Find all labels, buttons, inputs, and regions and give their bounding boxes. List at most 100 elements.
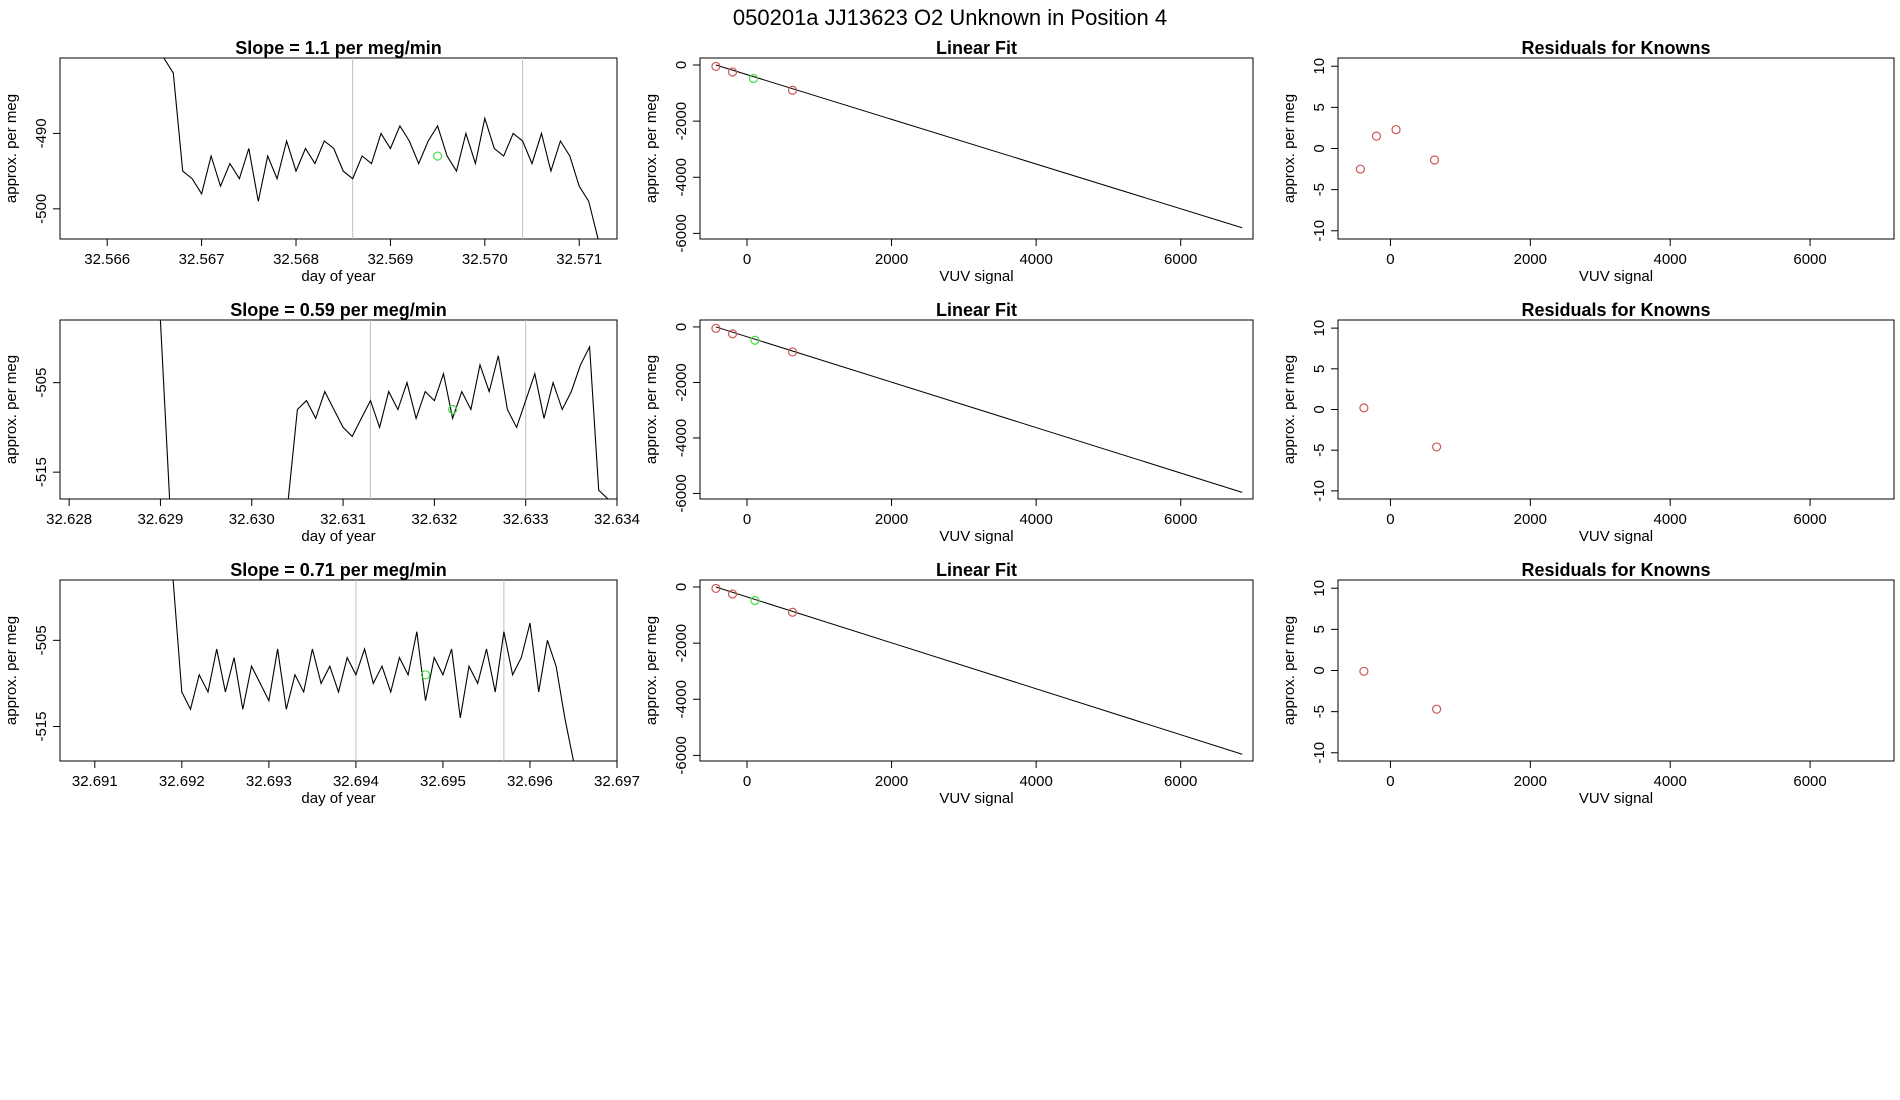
fit1-y-label: approx. per meg <box>643 94 660 203</box>
ts1-frame <box>59 57 618 240</box>
ts1-series-line <box>163 58 599 239</box>
ts2-x-tick-label: 32.629 <box>137 511 183 528</box>
page-title: 050201a JJ13623 O2 Unknown in Position 4 <box>733 5 1167 30</box>
res2-y-tick-label: -10 <box>1311 480 1328 502</box>
res3-residual-point <box>1432 704 1442 714</box>
ts1-unknown-point <box>433 151 443 161</box>
fit2-unknown-point <box>750 335 760 345</box>
res1-x-tick-label: 6000 <box>1793 251 1826 268</box>
res1-residual-point <box>1391 124 1401 135</box>
ts2-y-tick-label: -515 <box>33 457 50 487</box>
fit1-frame <box>699 57 1254 240</box>
ts2-x-label: day of year <box>301 528 375 545</box>
ts2-x-tick-label: 32.630 <box>229 511 275 528</box>
res2-y-tick-label: 0 <box>1311 405 1328 413</box>
res3-y-tick-label: -10 <box>1311 742 1328 764</box>
fit2-x-tick-label: 2000 <box>875 511 908 528</box>
fit3-x-label: VUV signal <box>939 790 1013 807</box>
ts2-title: Slope = 0.59 per meg/min <box>230 300 447 320</box>
fit1-x-label: VUV signal <box>939 268 1013 285</box>
res2-x-tick-label: 0 <box>1386 511 1394 528</box>
fit3-plot-area <box>711 583 1243 755</box>
ts3-series-line <box>172 580 575 761</box>
ts2-y-label: approx. per meg <box>3 355 20 464</box>
fit3-known-point <box>787 607 798 617</box>
res1-x-axis: 0 2000 4000 6000 <box>1386 239 1827 268</box>
fit3-frame <box>699 579 1254 762</box>
ts3-x-tick-label: 32.696 <box>507 773 553 790</box>
ts1-y-tick-label: -500 <box>33 194 50 224</box>
fit2-y-axis: 0 -2000 -4000 -6000 <box>673 323 700 513</box>
ts1-x-tick-label: 32.568 <box>273 251 319 268</box>
ts1-x-tick-label: 32.569 <box>367 251 413 268</box>
res1-y-tick-label: 10 <box>1311 58 1328 75</box>
fit3-unknown-point <box>750 595 760 606</box>
ts3-y-label: approx. per meg <box>3 616 20 725</box>
res1-plot-area <box>1355 124 1440 174</box>
ts1-x-axis: 32.566 32.567 32.568 32.569 32.570 32.571 <box>84 239 602 268</box>
ts2-y-tick-label: -505 <box>33 368 50 398</box>
res3-residual-point <box>1359 666 1369 676</box>
res3-y-tick-label: 5 <box>1311 625 1328 633</box>
ts1-x-label: day of year <box>301 268 375 285</box>
res2-y-axis: 10 5 0 -5 -10 <box>1311 320 1338 502</box>
fit1-y-tick-label: -2000 <box>673 102 690 140</box>
ts3-y-tick-label: -505 <box>33 625 50 655</box>
res2-x-label: VUV signal <box>1579 528 1653 545</box>
fit1-x-tick-label: 0 <box>743 251 751 268</box>
ts2-x-tick-label: 32.634 <box>594 511 640 528</box>
fit3-x-tick-label: 2000 <box>875 773 908 790</box>
ts2-frame <box>59 319 618 500</box>
fit2-x-axis: 0 2000 4000 6000 <box>743 499 1197 528</box>
fit2-x-tick-label: 6000 <box>1164 511 1197 528</box>
ts3-frame <box>59 579 618 762</box>
res1-x-label: VUV signal <box>1579 268 1653 285</box>
fit1-x-axis: 0 2000 4000 6000 <box>743 239 1197 268</box>
fit1-x-tick-label: 2000 <box>875 251 908 268</box>
res3-y-tick-label: -5 <box>1311 705 1328 718</box>
fit1-x-tick-label: 4000 <box>1019 251 1052 268</box>
ts2-x-tick-label: 32.632 <box>411 511 457 528</box>
fit1-x-tick-label: 6000 <box>1164 251 1197 268</box>
ts2-y-axis: -505 -515 <box>33 368 60 487</box>
res3-x-axis: 0 2000 4000 6000 <box>1386 761 1827 790</box>
fit3-y-tick-label: 0 <box>673 583 690 591</box>
res3-y-axis: 10 5 0 -5 -10 <box>1311 580 1338 764</box>
fit2-known-point <box>727 329 738 339</box>
ts3-x-axis: 32.691 32.692 32.693 32.694 32.695 32.696 32.6… <box>72 761 640 790</box>
fit3-y-axis: 0 -2000 -4000 -6000 <box>673 583 700 775</box>
ts1-title: Slope = 1.1 per meg/min <box>235 38 442 58</box>
fit3-y-tick-label: -6000 <box>673 736 690 774</box>
fit1-y-tick-label: -4000 <box>673 158 690 196</box>
ts3-plot-area <box>172 580 575 761</box>
ts3-title: Slope = 0.71 per meg/min <box>230 560 447 580</box>
fit2-y-tick-label: -2000 <box>673 363 690 401</box>
fit2-y-tick-label: 0 <box>673 323 690 331</box>
ts1-x-tick-label: 32.566 <box>84 251 130 268</box>
res3-x-tick-label: 0 <box>1386 773 1394 790</box>
ts2-plot-area <box>159 320 609 499</box>
fit2-panel: Linear Fit 0 2000 4000 6000 VUV signal 0 -2000 -… <box>643 300 1254 545</box>
fit3-x-tick-label: 4000 <box>1019 773 1052 790</box>
ts1-x-tick-label: 32.570 <box>462 251 508 268</box>
ts2-x-axis: 32.628 32.629 32.630 32.631 32.632 32.633 32.6… <box>46 499 640 528</box>
ts3-y-tick-label: -515 <box>33 712 50 742</box>
res2-x-axis: 0 2000 4000 6000 <box>1386 499 1827 528</box>
res2-residual-point <box>1359 403 1369 413</box>
res3-y-label: approx. per meg <box>1281 616 1298 725</box>
ts3-x-tick-label: 32.691 <box>72 773 118 790</box>
res1-x-tick-label: 0 <box>1386 251 1394 268</box>
res3-panel: Residuals for Knowns 0 2000 4000 6000 VUV sig… <box>1281 560 1895 807</box>
res2-frame <box>1337 319 1895 500</box>
fit2-x-tick-label: 4000 <box>1019 511 1052 528</box>
res1-residual-point <box>1355 164 1365 174</box>
fit3-fit-line <box>715 586 1243 755</box>
res1-y-axis: 10 5 0 -5 -10 <box>1311 58 1338 242</box>
fit1-known-point <box>711 61 721 72</box>
res2-plot-area <box>1359 403 1442 452</box>
res2-y-label: approx. per meg <box>1281 355 1298 464</box>
